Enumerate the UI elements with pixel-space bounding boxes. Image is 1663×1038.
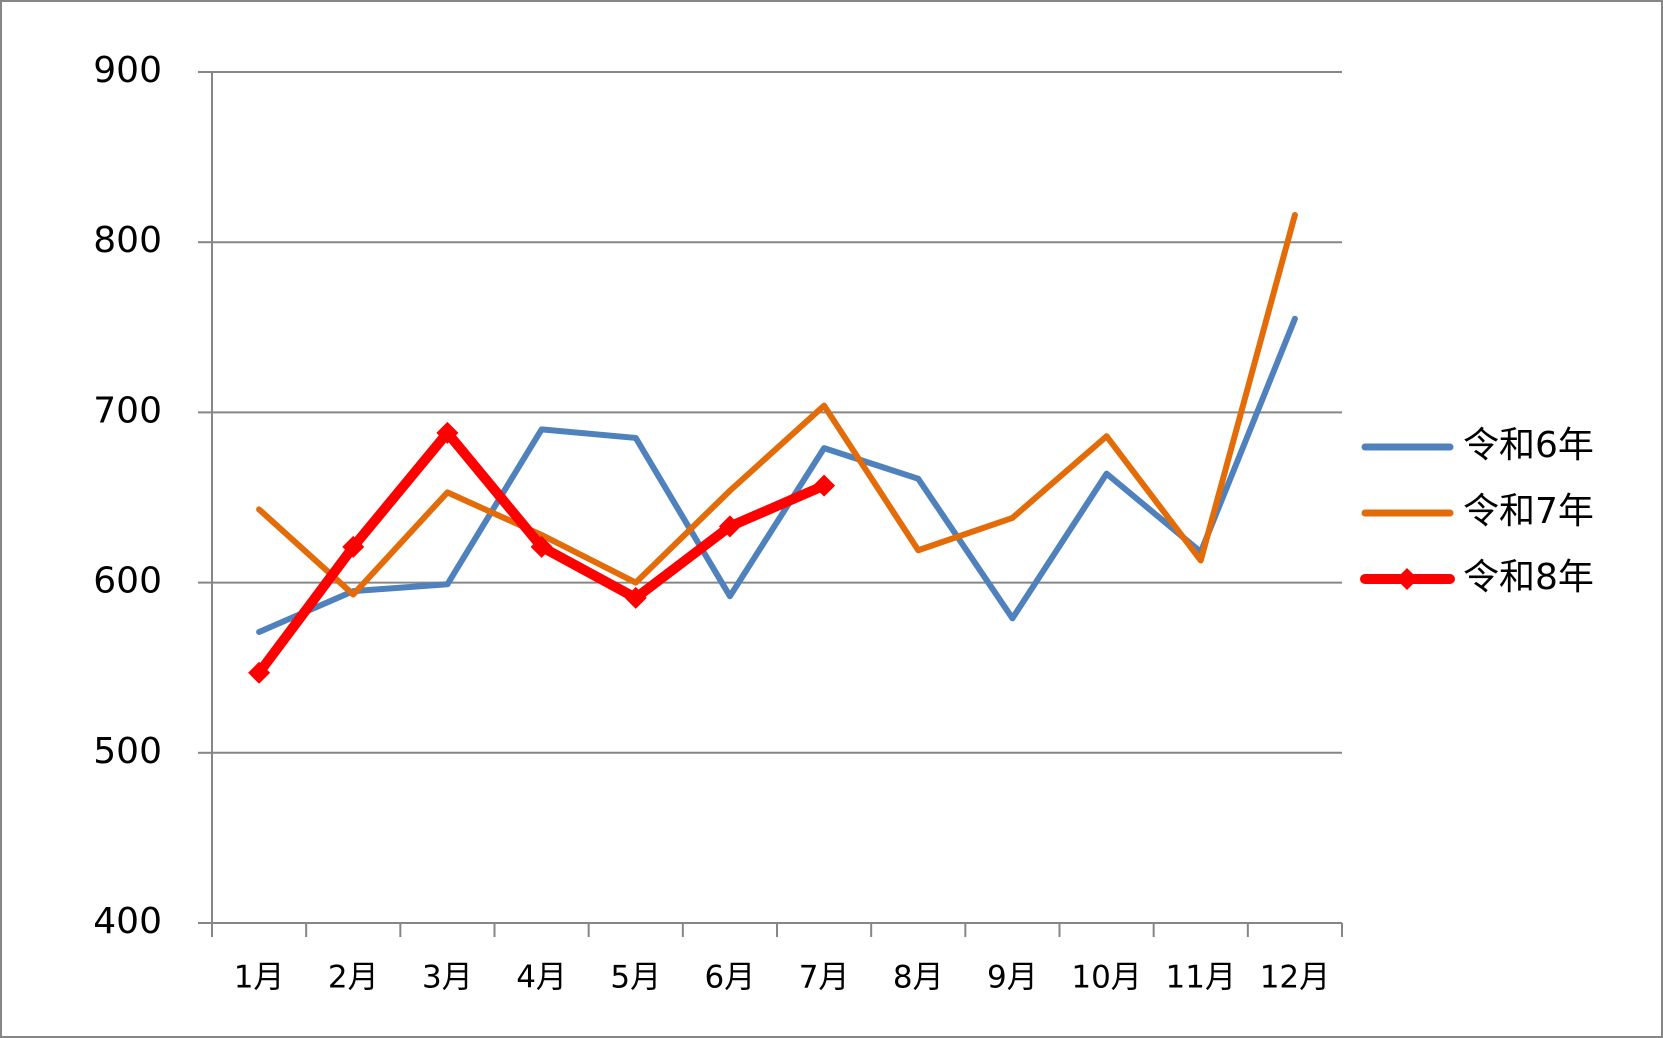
- y-tick-label: 700: [93, 390, 162, 431]
- marker: [530, 535, 553, 558]
- legend-label: 令和8年: [1463, 557, 1594, 598]
- marker: [436, 421, 459, 444]
- legend-marker: [1396, 568, 1418, 590]
- series-line: [256, 315, 1298, 635]
- x-tick-label: 5月: [610, 960, 661, 996]
- x-tick-label: 3月: [422, 960, 473, 996]
- marker: [813, 474, 836, 497]
- x-tick-label: 1月: [234, 960, 285, 996]
- legend-label: 令和7年: [1463, 491, 1594, 532]
- x-tick-label: 7月: [799, 960, 850, 996]
- y-tick-label: 600: [93, 561, 162, 602]
- marker: [624, 586, 647, 609]
- x-tick-label: 4月: [516, 960, 567, 996]
- x-tick-label: 10月: [1071, 960, 1141, 996]
- legend-label: 令和6年: [1463, 425, 1594, 466]
- x-tick-label: 6月: [705, 960, 756, 996]
- x-tick-label: 12月: [1260, 960, 1330, 996]
- y-tick-label: 800: [93, 220, 162, 261]
- x-tick-label: 2月: [328, 960, 379, 996]
- marker: [718, 515, 741, 538]
- x-tick-label: 9月: [987, 960, 1038, 996]
- x-tick-label: 11月: [1166, 960, 1236, 996]
- y-tick-label: 400: [93, 901, 162, 942]
- y-tick-label: 500: [93, 731, 162, 772]
- marker: [342, 535, 365, 558]
- marker: [248, 661, 271, 684]
- series-line: [256, 211, 1298, 598]
- y-tick-label: 900: [93, 50, 162, 91]
- x-tick-label: 8月: [893, 960, 944, 996]
